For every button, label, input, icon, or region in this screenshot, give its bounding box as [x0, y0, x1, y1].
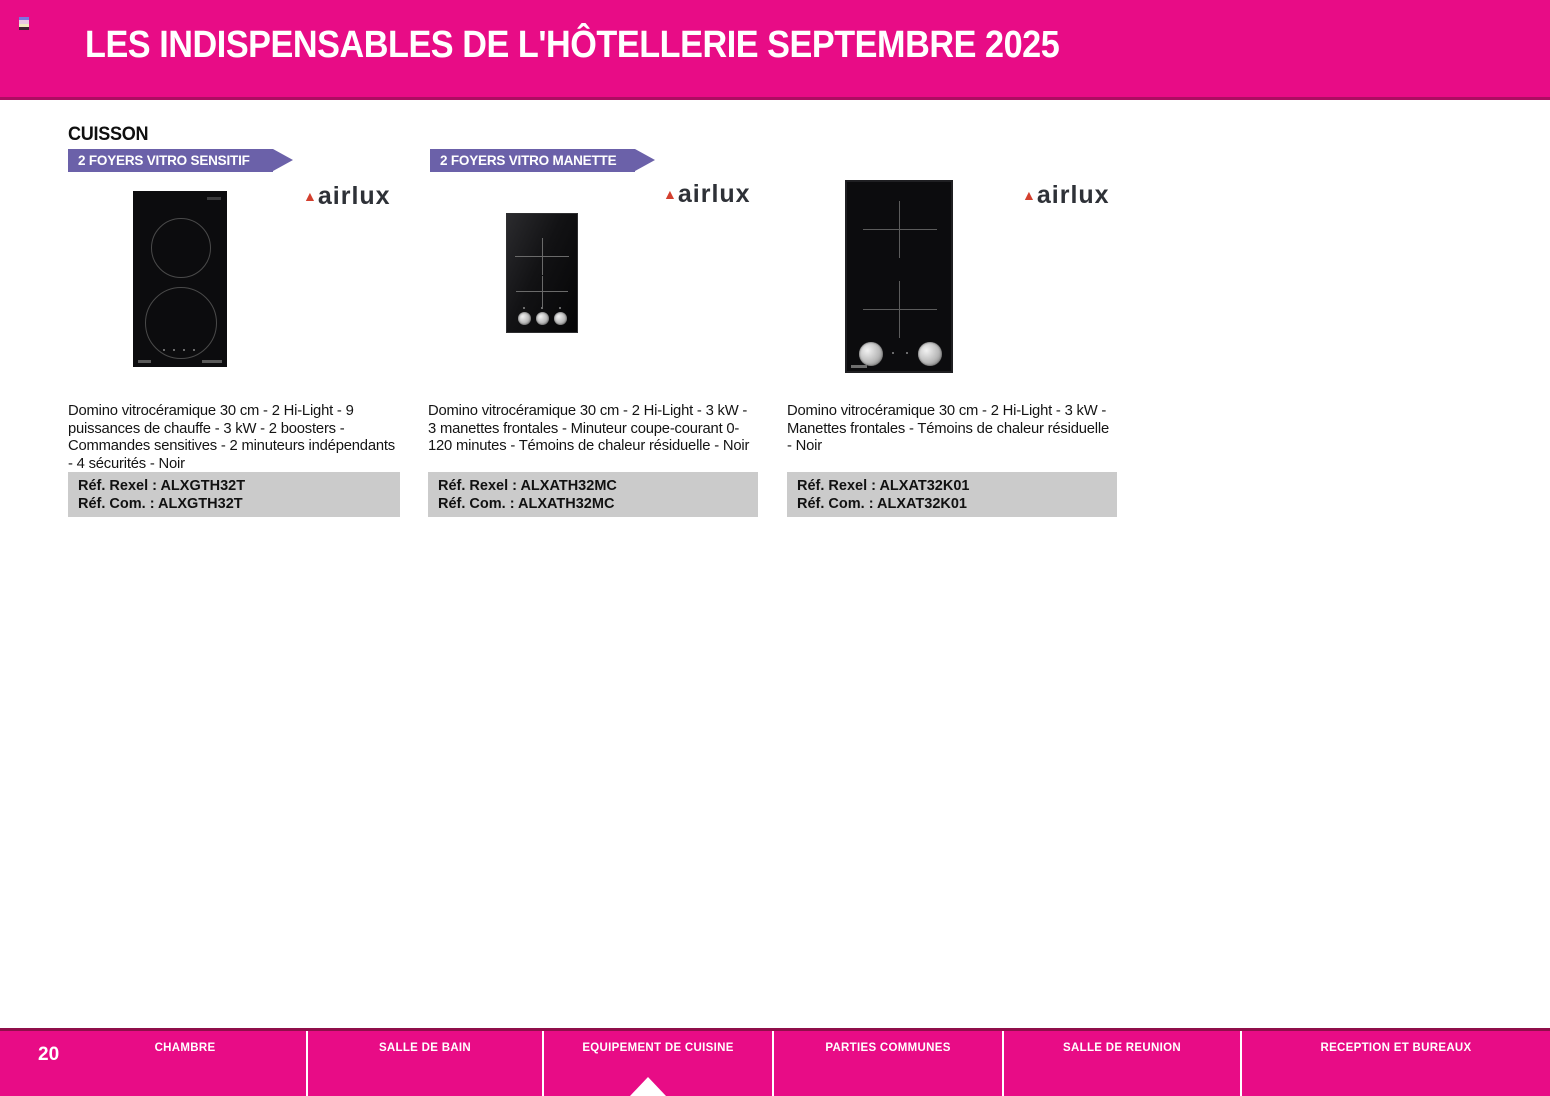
ref-rexel: Réf. Rexel : ALXAT32K01	[797, 478, 970, 494]
nav-item-parties-communes[interactable]: PARTIES COMMUNES	[772, 1031, 1002, 1096]
ref-rexel: Réf. Rexel : ALXGTH32T	[78, 478, 246, 494]
airlux-logo: ▲airlux	[663, 180, 751, 209]
product-reference-box: Réf. Rexel : ALXATH32MC Réf. Com. : ALXA…	[428, 472, 758, 517]
airlux-logo: ▲airlux	[1022, 181, 1110, 210]
product-reference-box: Réf. Rexel : ALXGTH32T Réf. Com. : ALXGT…	[68, 472, 400, 517]
footer-nav: CHAMBRE SALLE DE BAIN EQUIPEMENT DE CUIS…	[64, 1031, 1550, 1096]
airlux-wordmark: airlux	[1036, 181, 1110, 209]
product-description: Domino vitrocéramique 30 cm - 2 Hi-Light…	[68, 403, 395, 472]
product-image-domino-sensitif	[133, 191, 227, 367]
section-title-cuisson: CUISSON	[68, 124, 149, 145]
active-section-triangle-icon	[630, 1077, 666, 1096]
airlux-wordmark: airlux	[317, 182, 391, 210]
product-reference-box: Réf. Rexel : ALXAT32K01 Réf. Com. : ALXA…	[787, 472, 1117, 517]
product-description: Domino vitrocéramique 30 cm - 2 Hi-Light…	[787, 403, 1110, 454]
page-number: 20	[38, 1044, 60, 1065]
airlux-triangle-icon: ▲	[303, 188, 317, 204]
ref-com: Réf. Com. : ALXGTH32T	[78, 496, 243, 512]
airlux-triangle-icon: ▲	[1022, 187, 1036, 203]
airlux-logo: ▲airlux	[303, 182, 391, 211]
stripes-icon	[19, 17, 29, 30]
category-banner-vitro-manette: 2 FOYERS VITRO MANETTE	[430, 149, 655, 172]
product-image-domino-manette	[845, 180, 953, 373]
airlux-wordmark: airlux	[677, 180, 751, 208]
nav-item-chambre[interactable]: CHAMBRE	[154, 1042, 216, 1054]
ref-com: Réf. Com. : ALXATH32MC	[438, 496, 615, 512]
page-header: LES INDISPENSABLES DE L'HÔTELLERIE SEPTE…	[0, 0, 1550, 100]
product-description: Domino vitrocéramique 30 cm - 2 Hi-Light…	[428, 403, 750, 454]
product-image-domino-manette-3kw	[506, 213, 578, 333]
nav-item-salle-de-reunion[interactable]: SALLE DE REUNION	[1002, 1031, 1240, 1096]
nav-item-reception-et-bureaux[interactable]: RECEPTION ET BUREAUX	[1240, 1031, 1550, 1096]
category-banner-vitro-sensitif: 2 FOYERS VITRO SENSITIF	[68, 149, 293, 172]
airlux-triangle-icon: ▲	[663, 186, 677, 202]
page-title: LES INDISPENSABLES DE L'HÔTELLERIE SEPTE…	[85, 24, 1060, 66]
nav-item-salle-de-bain[interactable]: SALLE DE BAIN	[306, 1031, 542, 1096]
footer-nav-bar: 20 CHAMBRE SALLE DE BAIN EQUIPEMENT DE C…	[0, 1028, 1550, 1096]
ref-rexel: Réf. Rexel : ALXATH32MC	[438, 478, 617, 494]
nav-item-equipement-de-cuisine[interactable]: EQUIPEMENT DE CUISINE	[542, 1031, 772, 1096]
ref-com: Réf. Com. : ALXAT32K01	[797, 496, 967, 512]
